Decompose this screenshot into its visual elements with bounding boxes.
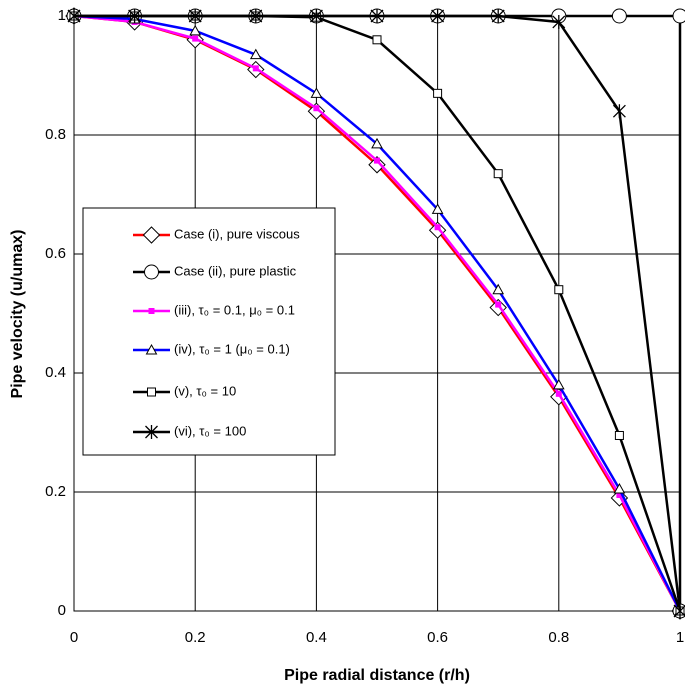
x-tick-label: 0 xyxy=(70,629,78,646)
marker xyxy=(616,491,623,498)
marker xyxy=(189,24,202,36)
legend-label: Case (ii), pure plastic xyxy=(174,263,297,278)
legend-label: (vi), τ₀ = 100 xyxy=(174,423,246,438)
marker xyxy=(372,35,382,45)
marker xyxy=(147,387,156,397)
marker xyxy=(495,301,502,308)
marker xyxy=(614,430,624,440)
legend-box xyxy=(82,207,336,456)
y-axis-title: Pipe velocity (u/umax) xyxy=(9,230,26,399)
marker xyxy=(613,482,626,494)
marker xyxy=(673,604,685,618)
marker xyxy=(145,425,158,439)
x-tick-label: 0.4 xyxy=(306,629,327,646)
marker xyxy=(672,8,685,24)
marker xyxy=(374,157,380,164)
marker xyxy=(310,87,323,98)
marker xyxy=(491,9,505,23)
marker xyxy=(552,378,565,390)
y-tick-label: 0.8 xyxy=(45,126,66,143)
legend-label: (v), τ₀ = 10 xyxy=(174,383,236,398)
x-tick-label: 0.6 xyxy=(427,629,448,646)
marker xyxy=(249,48,262,60)
marker xyxy=(128,9,142,23)
legend-label: Case (i), pure viscous xyxy=(174,226,300,241)
marker xyxy=(431,203,444,214)
marker xyxy=(249,9,263,23)
y-tick-label: 1 xyxy=(58,7,66,24)
marker xyxy=(555,390,562,397)
marker xyxy=(309,9,323,23)
marker xyxy=(611,8,627,24)
y-tick-label: 0 xyxy=(58,602,66,619)
marker xyxy=(431,9,445,23)
marker xyxy=(371,137,383,149)
marker xyxy=(612,104,626,119)
y-tick-label: 0.4 xyxy=(45,364,66,381)
y-tick-label: 0.2 xyxy=(45,483,66,500)
legend-label: (iv), τ₀ = 1 (μ₀ = 0.1) xyxy=(174,341,290,356)
x-tick-label: 0.8 xyxy=(548,629,569,646)
marker xyxy=(252,65,259,72)
x-tick-label: 0.2 xyxy=(185,629,206,646)
marker xyxy=(554,285,564,295)
marker xyxy=(433,88,443,98)
marker xyxy=(148,308,155,314)
marker xyxy=(368,156,386,174)
marker xyxy=(552,14,566,29)
marker xyxy=(434,224,441,231)
marker xyxy=(192,35,199,42)
y-tick-label: 0.6 xyxy=(45,245,66,262)
marker xyxy=(370,9,384,23)
legend-label: (iii), τ₀ = 0.1, μ₀ = 0.1 xyxy=(174,302,295,317)
marker xyxy=(493,169,503,179)
marker xyxy=(144,264,159,280)
marker xyxy=(492,283,505,295)
x-axis-title: Pipe radial distance (r/h) xyxy=(284,667,470,684)
marker xyxy=(313,105,320,112)
marker xyxy=(142,226,161,244)
marker xyxy=(67,9,81,23)
marker xyxy=(188,9,202,23)
x-tick-label: 1 xyxy=(676,629,684,646)
marker xyxy=(145,343,158,355)
